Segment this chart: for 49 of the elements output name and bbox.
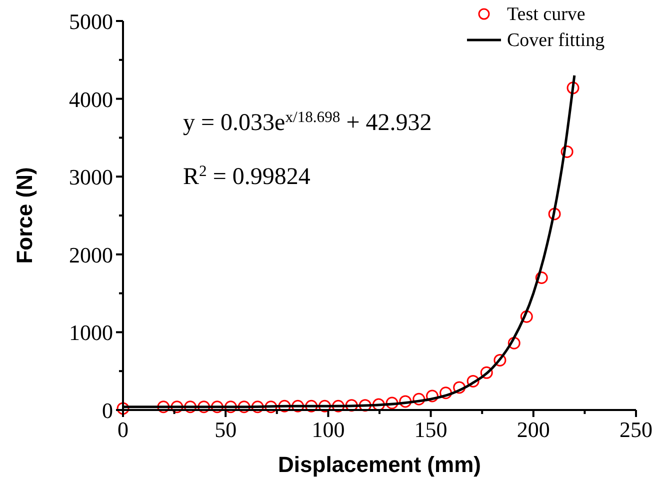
- y-tick-label: 0: [102, 398, 113, 423]
- y-tick-label: 2000: [69, 242, 113, 268]
- point: [210, 400, 224, 414]
- point: [535, 271, 548, 284]
- point: [305, 400, 318, 412]
- point: [494, 354, 506, 366]
- point: [560, 145, 574, 158]
- point: [566, 82, 580, 94]
- x-axis-title: Displacement (mm): [278, 452, 481, 477]
- x-tick-label: 100: [312, 417, 345, 442]
- point: [251, 400, 264, 414]
- annotation: y = 0.033e$^{x/18.698}$ + 42.932: [183, 108, 432, 136]
- point: [318, 400, 331, 412]
- point: [453, 381, 466, 394]
- point: [238, 400, 250, 414]
- x-tick-label: 50: [214, 417, 237, 442]
- point: [508, 336, 520, 350]
- point: [224, 400, 237, 414]
- point: [520, 310, 533, 323]
- point: [198, 400, 210, 414]
- point: [278, 400, 291, 412]
- point: [399, 395, 412, 408]
- point: [170, 400, 184, 414]
- point: [292, 400, 304, 412]
- point: [184, 400, 197, 414]
- point: [386, 396, 398, 410]
- point: [332, 400, 345, 412]
- point: [358, 399, 372, 412]
- annotation: R$^{2}$ = 0.99824: [183, 162, 310, 190]
- y-tick-label: 1000: [69, 320, 113, 346]
- y-tick-label: 3000: [69, 164, 113, 190]
- legend-label: Cover fitting: [507, 30, 606, 51]
- y-tick-label: 5000: [69, 9, 113, 34]
- point: [264, 400, 278, 414]
- x-tick-label: 200: [516, 417, 550, 442]
- point: [157, 400, 170, 414]
- x-tick-label: 250: [620, 417, 652, 442]
- point: [466, 374, 480, 388]
- point: [440, 386, 452, 400]
- y-tick-label: 4000: [69, 86, 113, 112]
- point: [480, 366, 493, 379]
- x-tick-label: 0: [118, 417, 128, 442]
- point: [345, 399, 358, 412]
- point: [426, 390, 438, 402]
- legend-label: Test curve: [507, 4, 586, 25]
- point: [412, 392, 426, 406]
- y-axis-title: Force (N): [12, 167, 37, 264]
- point: [548, 208, 561, 220]
- x-tick-label: 150: [414, 417, 448, 442]
